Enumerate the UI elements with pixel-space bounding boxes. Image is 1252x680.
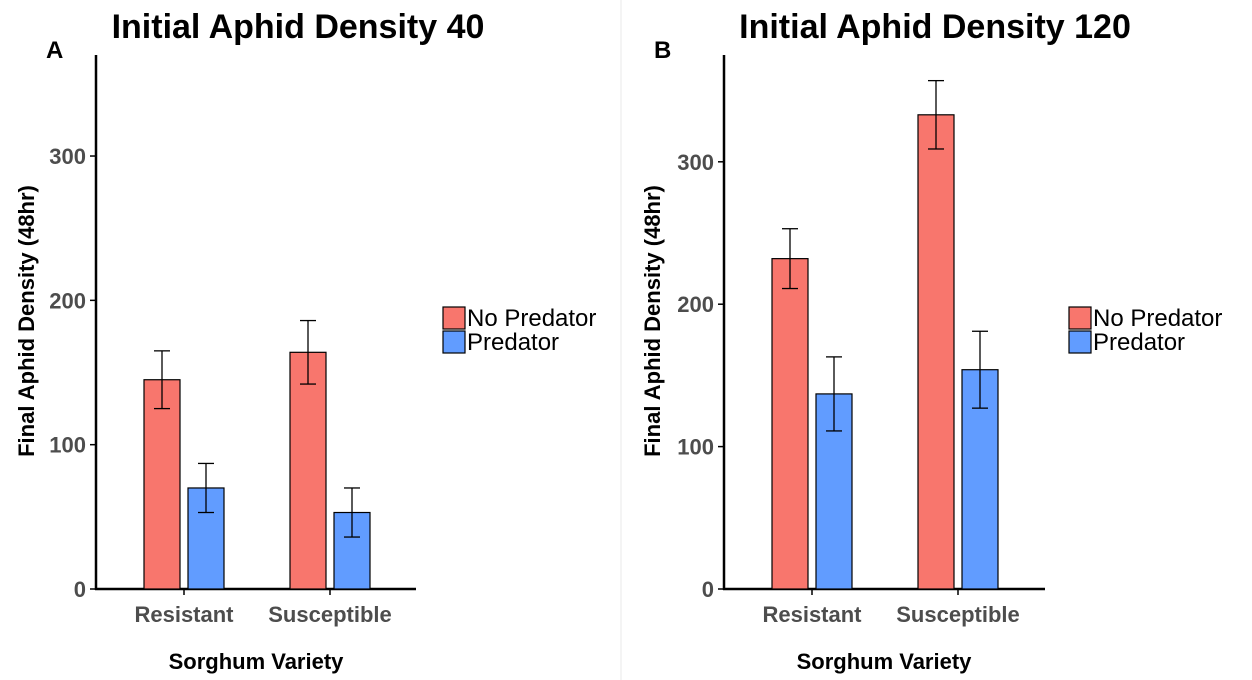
chart-title: Initial Aphid Density 120	[739, 8, 1131, 46]
y-tick-label: 200	[677, 292, 714, 317]
bar	[289, 351, 327, 590]
x-tick-label: Resistant	[762, 602, 862, 627]
panel-letter: A	[46, 37, 63, 64]
bar	[771, 258, 809, 590]
bar	[917, 114, 955, 590]
x-tick-label: Resistant	[134, 602, 234, 627]
y-tick-label: 300	[49, 144, 86, 169]
legend-swatch	[1068, 330, 1092, 354]
x-axis-title: Sorghum Variety	[797, 649, 973, 674]
panel-letter: B	[654, 37, 671, 64]
chart-panel-a: Initial Aphid Density 40 A Final Aphid D…	[14, 8, 596, 674]
legend-label: Predator	[1093, 329, 1185, 356]
x-tick-label: Susceptible	[268, 602, 391, 627]
legend-label: No Predator	[1093, 305, 1222, 332]
legend-swatch	[442, 330, 466, 354]
chart-title: Initial Aphid Density 40	[112, 8, 485, 46]
x-axis-title: Sorghum Variety	[169, 649, 345, 674]
y-tick-label: 0	[702, 577, 714, 602]
x-tick-label: Susceptible	[896, 602, 1019, 627]
y-axis-title: Final Aphid Density (48hr)	[14, 185, 39, 457]
bar	[143, 379, 181, 590]
y-tick-label: 200	[49, 288, 86, 313]
y-axis-title: Final Aphid Density (48hr)	[640, 185, 665, 457]
legend-swatch	[442, 306, 466, 330]
legend-label: Predator	[467, 329, 559, 356]
legend-label: No Predator	[467, 305, 596, 332]
y-tick-label: 300	[677, 150, 714, 175]
plot-area: 0 100 200 300 Resistant Susceptible	[49, 55, 416, 627]
y-tick-label: 100	[49, 433, 86, 458]
y-tick-label: 0	[74, 577, 86, 602]
legend-swatch	[1068, 306, 1092, 330]
plot-area: 0 100 200 300 Resistant Susceptible	[677, 55, 1045, 627]
chart-panel-b: Initial Aphid Density 120 B Final Aphid …	[640, 8, 1222, 674]
y-tick-label: 100	[677, 435, 714, 460]
